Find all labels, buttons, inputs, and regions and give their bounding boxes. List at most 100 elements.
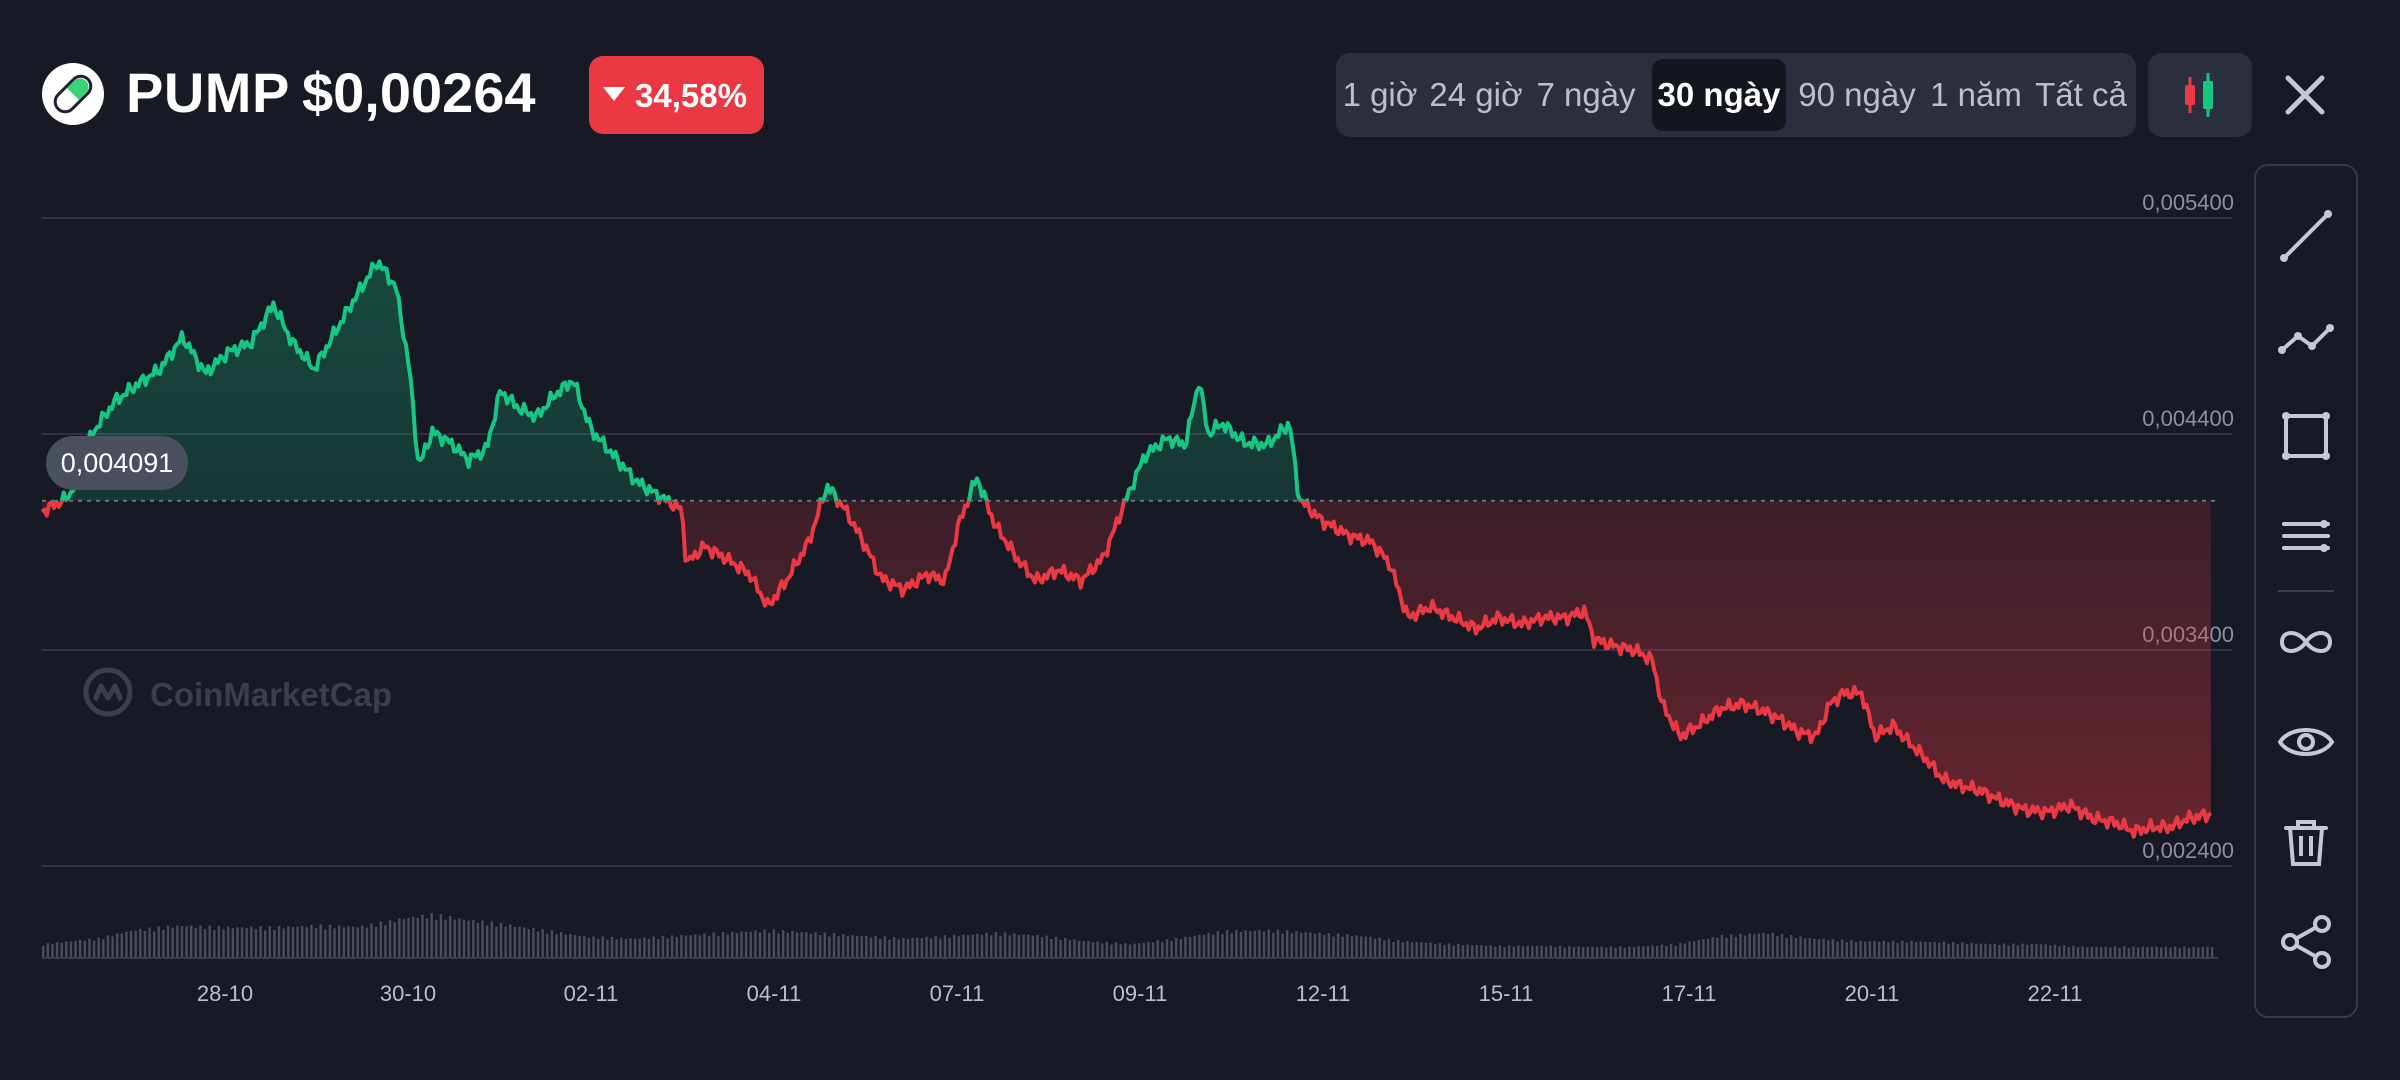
volume-bar [1799,936,1802,958]
volume-bar [2183,946,2186,958]
volume-bar [1119,944,1122,958]
x-tick-label: 04-11 [747,981,802,1006]
volume-bar [980,934,984,958]
volume-bar [1614,948,1617,958]
x-axis: 28-10 30-10 02-11 04-11 07-11 09-11 12-11 15-11… [197,981,2082,1006]
volume-bar [1235,930,1238,958]
delete-tool[interactable] [2270,806,2342,878]
volume-bar [208,925,211,958]
infinity-tool[interactable] [2270,606,2342,678]
volume-bar [1161,941,1164,958]
volume-bar [1031,935,1035,958]
volume-bar [1475,945,1479,958]
volume-bar [1780,933,1784,958]
rectangle-tool[interactable] [2270,400,2342,472]
volume-bar [800,932,803,958]
range-tab-1y[interactable]: 1 năm [1930,76,2022,113]
candlestick-icon [2185,73,2213,117]
volume-bar [2090,946,2094,958]
volume-bar [1133,943,1136,958]
volume-bar [879,938,882,958]
range-tab-all[interactable]: Tất cả [2035,76,2127,113]
close-button[interactable] [2278,68,2332,122]
range-tab-7d[interactable]: 7 ngày [1536,76,1636,113]
volume-bar [180,926,184,958]
volume-bar [906,938,910,958]
volume-bar [643,937,646,958]
volume-bar [1827,940,1830,958]
chart-type-button[interactable] [2148,53,2252,137]
visibility-tool[interactable] [2270,706,2342,778]
volume-bar [2062,945,2066,958]
volume-bar [934,935,937,958]
volume-bar [948,937,951,958]
volume-bar [712,932,715,958]
volume-bar [1859,940,1862,958]
volume-bar [666,938,669,958]
volume-bar [1443,945,1446,958]
volume-bar [1988,944,1992,958]
volume-bar [1193,935,1196,958]
volume-bar [250,926,253,958]
eye-icon [2277,728,2335,756]
volume-bar [1239,931,1243,958]
volume-bar [310,924,313,958]
volume-bar [120,933,124,958]
volume-bar [1147,941,1150,958]
volume-bar [1364,936,1368,958]
volume-bar [670,935,674,958]
volume-bar [467,920,470,958]
volume-bar [1914,942,1918,958]
volume-bar [1600,946,1603,958]
volume-bar [1868,941,1872,958]
trend-line-tool[interactable] [2270,200,2342,272]
range-tab-1h[interactable]: 1 giờ [1342,76,1418,113]
volume-bar [430,913,433,958]
volume-bar [2104,946,2107,958]
volume-bar [92,940,96,958]
volume-bar [189,925,193,958]
volume-bar [1091,942,1095,958]
volume-bar [1124,943,1127,958]
volume-bar [892,937,896,958]
volume-bar [1845,942,1848,958]
volume-bar [2035,944,2038,958]
volume-bar [2155,946,2158,958]
volume-bar [2192,946,2195,958]
volume-bar [1484,945,1488,958]
volume-bar [78,939,82,958]
polyline-tool[interactable] [2270,300,2342,372]
volume-bar [287,926,290,958]
volume-bar [629,938,632,958]
range-tab-24h[interactable]: 24 giờ [1429,76,1523,113]
volume-bar [1249,930,1252,958]
range-tab-30d[interactable]: 30 ngày [1652,59,1786,131]
share-tool[interactable] [2270,906,2342,978]
volume-bar [1290,933,1294,958]
volume-bar [2049,945,2052,958]
volume-bar [1225,930,1229,958]
volume-bar [1295,931,1298,958]
volume-bar [1101,943,1104,958]
volume-bar [1179,939,1183,958]
volume-bar [1757,933,1761,958]
volume-bar [416,917,419,958]
volume-bar [1480,945,1483,958]
volume-bar [421,914,424,958]
volume-bar [1697,939,1700,958]
volume-bar [139,928,142,958]
volume-bar [911,938,914,958]
volume-bar [828,936,831,958]
toolbar-divider [2278,590,2334,592]
horizontal-lines-tool[interactable] [2270,500,2342,572]
volume-bar [786,932,789,958]
volume-bar [1082,941,1085,958]
range-tab-90d[interactable]: 90 ngày [1798,76,1916,113]
volume-bar [273,929,276,958]
volume-bar [1521,946,1525,958]
trend-line-icon [2280,210,2332,262]
volume-bar [1054,936,1058,958]
volume-bar [458,918,461,958]
volume-bar [846,935,850,958]
